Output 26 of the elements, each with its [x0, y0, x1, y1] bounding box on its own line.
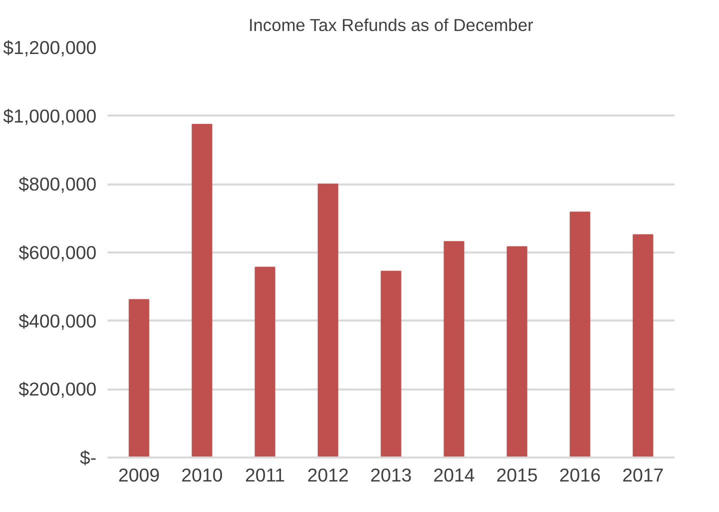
- bar: [128, 299, 150, 458]
- x-tick-label: 2010: [181, 464, 223, 486]
- y-tick-label: $400,000: [18, 310, 97, 332]
- chart-title: Income Tax Refunds as of December: [248, 15, 534, 35]
- bar: [380, 270, 402, 458]
- y-tick-label: $600,000: [18, 242, 97, 263]
- y-tick-label: $1,200,000: [3, 37, 97, 58]
- x-tick-label: 2012: [307, 464, 349, 486]
- bar: [192, 124, 212, 458]
- x-tick-label: 2017: [622, 464, 664, 486]
- y-tick-label: $200,000: [18, 378, 97, 400]
- x-tick-label: 2015: [496, 464, 538, 486]
- y-tick-label: $1,000,000: [3, 105, 97, 126]
- bar: [570, 212, 590, 458]
- y-tick-label: $-: [80, 447, 97, 468]
- x-tick-label: 2016: [559, 464, 601, 486]
- bar: [254, 266, 276, 458]
- x-tick-label: 2009: [118, 464, 160, 486]
- bar: [632, 234, 654, 458]
- x-tick-label: 2013: [370, 464, 412, 486]
- bar: [444, 241, 464, 458]
- y-tick-label: $800,000: [18, 174, 97, 195]
- x-tick-label: 2011: [244, 464, 286, 486]
- x-tick-label: 2014: [433, 464, 475, 486]
- bar: [506, 246, 528, 458]
- bar: [318, 184, 338, 458]
